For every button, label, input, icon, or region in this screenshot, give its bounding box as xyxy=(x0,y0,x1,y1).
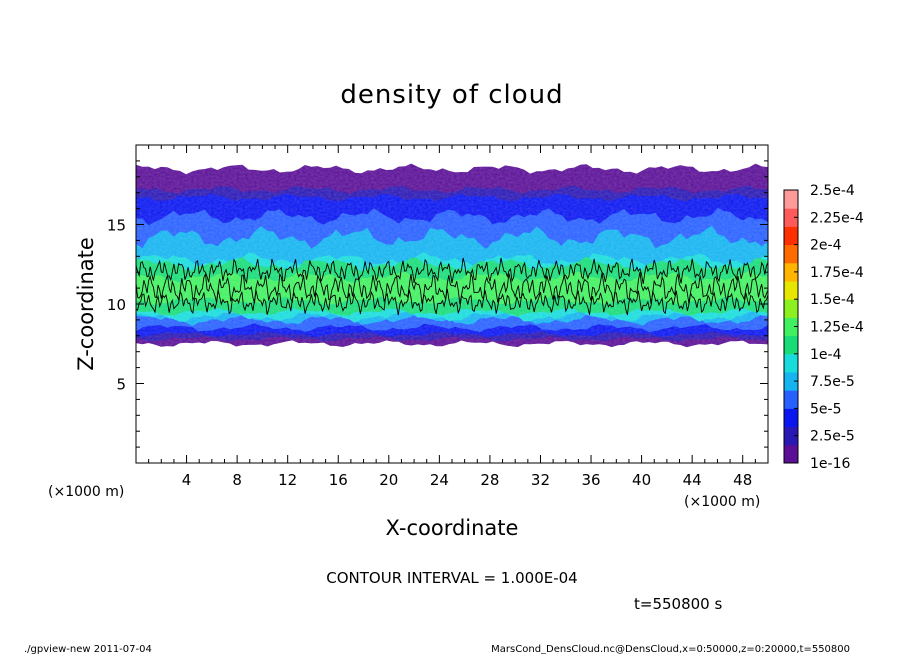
colorbar-swatch xyxy=(784,408,798,428)
x-tick-label: 8 xyxy=(232,471,242,489)
y-tick-label: 10 xyxy=(107,296,126,314)
x-tick-label: 44 xyxy=(683,471,702,489)
colorbar-label: 2.5e-4 xyxy=(810,183,855,199)
colorbar-label: 1.75e-4 xyxy=(810,265,864,281)
x-tick-label: 28 xyxy=(480,471,499,489)
x-tick-label: 20 xyxy=(379,471,398,489)
footer-right: MarsCond_DensCloud.nc@DensCloud,x=0:5000… xyxy=(491,644,850,654)
colorbar-swatch xyxy=(784,244,798,264)
x-tick-label: 48 xyxy=(733,471,752,489)
colorbar: 1e-16 2.5e-5 5e-5 7.5e-5 1e-4 1.25e-4 1.5e-4 1.… xyxy=(783,183,864,472)
contour-line-upper xyxy=(136,257,768,285)
colorbar-swatch xyxy=(784,444,798,464)
colorbar-label: 1.25e-4 xyxy=(810,320,864,336)
y-tick-label: 5 xyxy=(116,376,126,394)
y-axis-label: Z-coordinate xyxy=(74,237,98,371)
colorbar-label: 1e-4 xyxy=(810,347,842,363)
time-label: t=550800 s xyxy=(634,595,722,613)
x-axis-unit: (×1000 m) xyxy=(684,494,760,510)
x-tick-label: 32 xyxy=(531,471,550,489)
footer-left: ./gpview-new 2011-07-04 xyxy=(24,644,152,654)
x-tick-label: 4 xyxy=(182,471,192,489)
colorbar-label: 5e-5 xyxy=(810,401,841,417)
colorbar-swatch xyxy=(784,317,798,337)
colorbar-swatch xyxy=(784,262,798,282)
x-axis-ticks: 4 8 12 16 20 24 28 32 36 40 44 48 xyxy=(148,145,756,489)
y-axis-ticks: 5 10 15 xyxy=(107,160,768,448)
contour-line-middle xyxy=(136,272,768,305)
contour-lines xyxy=(136,257,768,316)
y-axis-unit: (×1000 m) xyxy=(48,484,124,500)
colorbar-swatch xyxy=(784,299,798,318)
colorbar-swatch xyxy=(784,190,798,209)
x-tick-label: 16 xyxy=(329,471,348,489)
x-tick-label: 24 xyxy=(430,471,449,489)
contour-interval-note: CONTOUR INTERVAL = 1.000E-04 xyxy=(326,569,577,587)
colorbar-swatch xyxy=(784,208,798,227)
chart-title: density of cloud xyxy=(340,80,563,110)
x-tick-label: 40 xyxy=(632,471,651,489)
colorbar-swatch xyxy=(784,390,798,409)
colorbar-swatch xyxy=(784,226,798,246)
colorbar-swatch xyxy=(784,281,798,300)
colorbar-label: 2e-4 xyxy=(810,238,842,254)
colorbar-label: 2.25e-4 xyxy=(810,210,864,226)
colorbar-label: 1.5e-4 xyxy=(810,292,855,308)
y-tick-label: 15 xyxy=(107,217,126,235)
colorbar-swatch xyxy=(784,353,798,373)
x-tick-label: 12 xyxy=(278,471,297,489)
colorbar-swatch xyxy=(784,335,798,355)
colorbar-label: 7.5e-5 xyxy=(810,374,855,390)
x-axis-label: X-coordinate xyxy=(386,516,519,540)
x-tick-label: 36 xyxy=(581,471,600,489)
plot-area xyxy=(136,145,768,463)
contour-line-lower xyxy=(136,288,768,316)
colorbar-swatch xyxy=(784,426,798,446)
colorbar-swatch xyxy=(784,372,798,391)
cloud-texture xyxy=(136,150,768,355)
colorbar-label: 2.5e-5 xyxy=(810,429,855,445)
colorbar-label: 1e-16 xyxy=(810,456,850,472)
